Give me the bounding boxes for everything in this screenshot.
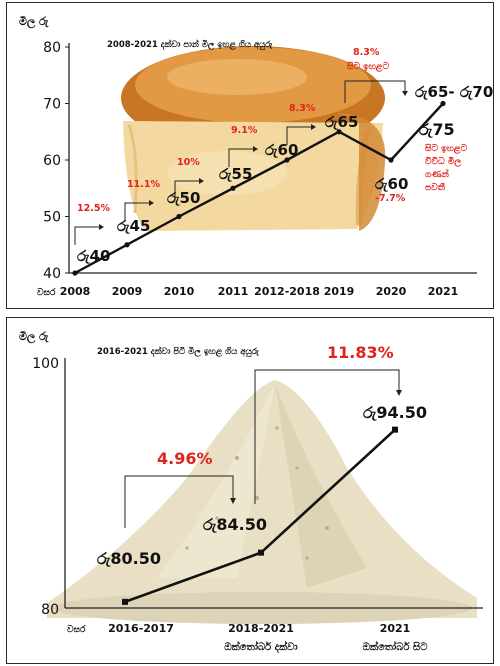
price-label: රු55	[219, 165, 252, 183]
x-tick-label: 2011	[218, 285, 249, 298]
percent-bracket	[228, 148, 253, 167]
percent-bracket	[174, 180, 199, 199]
bracket-arrow-icon	[396, 390, 402, 396]
price-label: රු45	[117, 217, 150, 235]
y-tick-label: 40	[43, 266, 61, 282]
bread-price-chart-panel: මිල රු 2008-2021 දක්වා පාන් මිල ඉහළ ගිය අ…	[6, 2, 494, 309]
y-tick-label: 60	[43, 153, 61, 169]
bread-illustration	[121, 46, 386, 231]
x-tick-label: 2010	[164, 285, 195, 298]
data-point	[440, 100, 446, 107]
price-label: රු65- රු70	[415, 83, 493, 101]
x-tick-label: 2019	[324, 285, 355, 298]
percent-label: 11.83%	[327, 343, 394, 362]
data-point	[124, 242, 130, 248]
data-point	[388, 157, 394, 163]
annotation-bracket	[344, 80, 406, 103]
percent-label: 8.3%	[289, 103, 316, 114]
x-axis-prefix: වසර	[37, 287, 56, 298]
flour-price-chart: මිල රු 2016-2021 දක්වා පිටි මිල ඉහළ ගිය අ…	[19, 330, 483, 654]
x-tick-label: 2020	[376, 285, 407, 298]
x-axis-prefix: වසර	[67, 624, 86, 635]
price-label: රු94.50	[363, 403, 427, 422]
bread-price-chart: මිල රු 2008-2021 දක්වා පාන් මිල ඉහළ ගිය අ…	[19, 15, 493, 298]
price-label: රු65	[325, 113, 358, 131]
y-tick-label: 80	[43, 40, 61, 56]
annotation-extra-note: සිට ඉහළට	[424, 142, 467, 155]
price-line	[74, 102, 444, 275]
annotation-extra-note: පවතී	[425, 181, 446, 193]
data-point	[284, 157, 290, 163]
percent-bracket	[254, 369, 400, 504]
bracket-arrow-icon	[402, 91, 408, 96]
data-point	[392, 426, 398, 433]
percent-label: 10%	[177, 157, 200, 168]
data-point	[72, 270, 78, 276]
price-label: රු80.50	[97, 549, 161, 568]
x-tick-sublabel: ඔක්තෝබර් දක්වා	[224, 640, 298, 654]
chart-subtitle: 2008-2021 දක්වා පාන් මිල ඉහළ ගිය අයුරු	[107, 38, 273, 51]
y-axis-label: මිල රු	[19, 15, 49, 30]
percent-bracket	[124, 202, 149, 221]
x-tick-label: 2021	[380, 622, 411, 635]
price-label: රු50	[167, 189, 200, 207]
data-point	[230, 185, 236, 191]
price-label: රු84.50	[203, 515, 267, 534]
chart-subtitle: 2016-2021 දක්වා පිටි මිල ඉහළ ගිය අයුරු	[97, 345, 260, 358]
percent-label: 4.96%	[157, 449, 213, 468]
bracket-arrow-icon	[199, 178, 204, 184]
annotation-extra-price: රු75	[419, 120, 455, 139]
percent-bracket	[74, 226, 99, 245]
percent-bracket	[286, 126, 311, 145]
x-tick-label: 2009	[112, 285, 143, 298]
bracket-arrow-icon	[311, 124, 316, 130]
x-tick-label: 2016-2017	[108, 622, 174, 635]
price-label: රු40	[77, 247, 110, 265]
data-point	[258, 549, 264, 556]
x-tick-sublabel: ඔක්තෝබර් සිට	[363, 640, 429, 653]
annotation-drop-pct: -7.7%	[375, 193, 406, 204]
flour-price-chart-panel: මිල රු 2016-2021 දක්වා පිටි මිල ඉහළ ගිය අ…	[6, 317, 494, 664]
percent-label: 11.1%	[127, 179, 160, 190]
percent-bracket	[124, 475, 234, 528]
y-tick-label: 50	[43, 210, 61, 226]
data-point	[122, 598, 128, 605]
y-axis-label: මිල රු	[19, 330, 49, 345]
bracket-arrow-icon	[99, 224, 104, 230]
percent-label: 12.5%	[77, 203, 110, 214]
bracket-arrow-icon	[253, 146, 258, 152]
percent-label: 9.1%	[231, 125, 258, 136]
y-tick-label: 70	[43, 97, 61, 113]
annotation-top-note: සිට ඉහළට	[346, 60, 389, 73]
x-tick-label: 2012-2018	[254, 285, 320, 298]
x-tick-label: 2018-2021	[228, 622, 294, 635]
x-tick-label: 2021	[428, 285, 459, 298]
bracket-arrow-icon	[149, 200, 154, 206]
y-tick-label: 100	[32, 356, 59, 372]
annotation-top-pct: 8.3%	[353, 47, 380, 58]
annotation-extra-note: විවිධ මිල	[425, 155, 461, 168]
y-tick-label: 80	[41, 602, 59, 618]
annotation-extra-note: ගණන්	[425, 168, 450, 180]
price-label: රු60	[265, 141, 298, 159]
data-point	[336, 129, 342, 135]
bracket-arrow-icon	[230, 498, 236, 504]
data-point	[176, 213, 182, 220]
x-tick-label: 2008	[60, 285, 91, 298]
price-label: රු60	[375, 175, 408, 193]
